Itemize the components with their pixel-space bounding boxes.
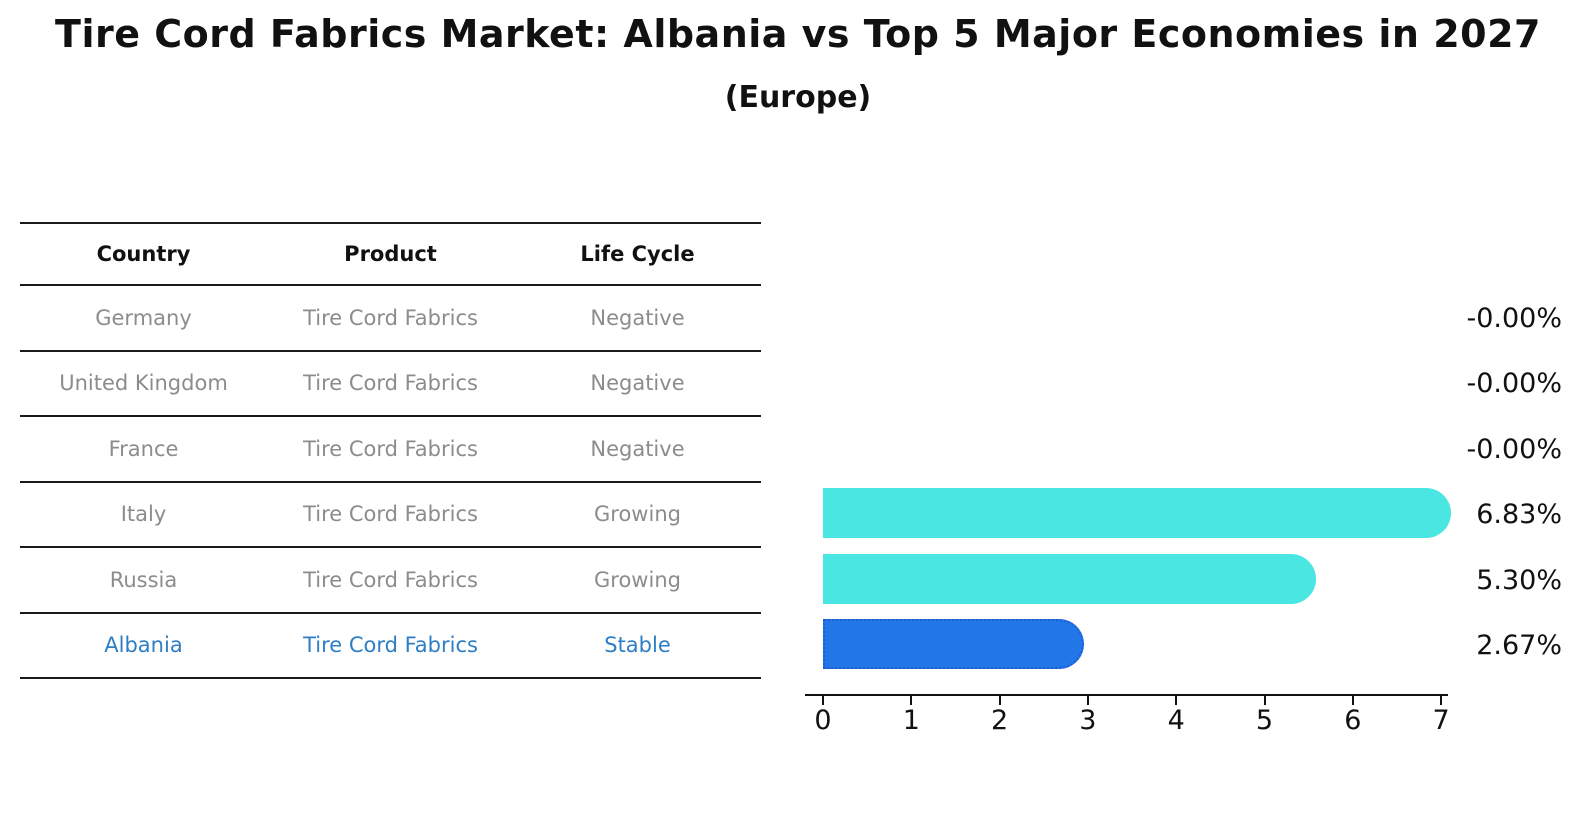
product-cell: Tire Cord Fabrics xyxy=(303,633,478,658)
x-tick-mark-1 xyxy=(910,696,913,705)
product-cell: Tire Cord Fabrics xyxy=(303,502,478,527)
table-row-germany: Germany Tire Cord Fabrics Negative xyxy=(20,286,761,352)
x-tick-mark-2 xyxy=(998,696,1001,705)
value-label-russia: 5.30% xyxy=(1476,564,1562,596)
country-cell: France xyxy=(108,436,179,461)
x-tick-mark-7 xyxy=(1440,696,1443,705)
life-cycle-cell: Negative xyxy=(590,305,685,330)
life-cycle-cell: Growing xyxy=(594,502,681,527)
bar-russia xyxy=(823,553,1316,604)
x-tick-label-4: 4 xyxy=(1167,705,1185,736)
country-cell: Albania xyxy=(104,633,183,658)
x-tick-label-7: 7 xyxy=(1432,705,1450,736)
country-cell: Russia xyxy=(109,567,178,592)
bar-italy xyxy=(823,488,1452,539)
table-header-row: Country Product Life Cycle xyxy=(20,224,761,286)
product-cell: Tire Cord Fabrics xyxy=(303,305,478,330)
comparison-table: Country Product Life Cycle Germany Tire Cor… xyxy=(20,222,761,679)
life-cycle-cell: Negative xyxy=(590,436,685,461)
x-tick-label-5: 5 xyxy=(1255,705,1274,736)
table-header-life-cycle: Life Cycle xyxy=(580,242,695,266)
x-tick-mark-6 xyxy=(1351,696,1354,705)
x-tick-mark-3 xyxy=(1086,696,1089,705)
value-label-united-kingdom: -0.00% xyxy=(1466,368,1562,400)
value-label-albania: 2.67% xyxy=(1476,630,1562,662)
table-header-product: Product xyxy=(344,242,437,266)
life-cycle-cell: Growing xyxy=(594,567,681,592)
country-cell: Italy xyxy=(120,502,167,527)
country-cell: Germany xyxy=(95,305,192,330)
x-tick-label-3: 3 xyxy=(1079,705,1097,736)
value-label-france: -0.00% xyxy=(1466,433,1562,465)
bar-albania xyxy=(823,619,1084,670)
x-axis-line xyxy=(805,694,1448,696)
chart-title: Tire Cord Fabrics Market: Albania vs Top… xyxy=(55,12,1541,56)
product-cell: Tire Cord Fabrics xyxy=(303,371,478,396)
table-row-france: France Tire Cord Fabrics Negative xyxy=(20,417,761,483)
x-tick-label-6: 6 xyxy=(1344,705,1362,736)
country-cell: United Kingdom xyxy=(59,371,228,396)
x-tick-mark-0 xyxy=(822,696,824,705)
chart-subtitle: (Europe) xyxy=(724,80,872,115)
x-tick-label-1: 1 xyxy=(902,705,920,736)
product-cell: Tire Cord Fabrics xyxy=(303,436,478,461)
product-cell: Tire Cord Fabrics xyxy=(303,567,478,592)
table-row-albania: Albania Tire Cord Fabrics Stable xyxy=(20,614,761,679)
x-tick-label-2: 2 xyxy=(991,705,1009,736)
table-body: Germany Tire Cord Fabrics Negative United K… xyxy=(20,286,761,679)
x-tick-label-0: 0 xyxy=(814,705,832,736)
life-cycle-cell: Stable xyxy=(604,633,671,658)
life-cycle-cell: Negative xyxy=(590,371,685,396)
value-label-germany: -0.00% xyxy=(1466,302,1562,334)
table-row-united-kingdom: United Kingdom Tire Cord Fabrics Negative xyxy=(20,352,761,417)
table-row-russia: Russia Tire Cord Fabrics Growing xyxy=(20,548,761,614)
table-header-country: Country xyxy=(96,242,191,266)
table-row-italy: Italy Tire Cord Fabrics Growing xyxy=(20,483,761,548)
value-label-italy: 6.83% xyxy=(1476,499,1562,531)
x-tick-mark-4 xyxy=(1175,696,1178,705)
x-tick-mark-5 xyxy=(1263,696,1266,705)
